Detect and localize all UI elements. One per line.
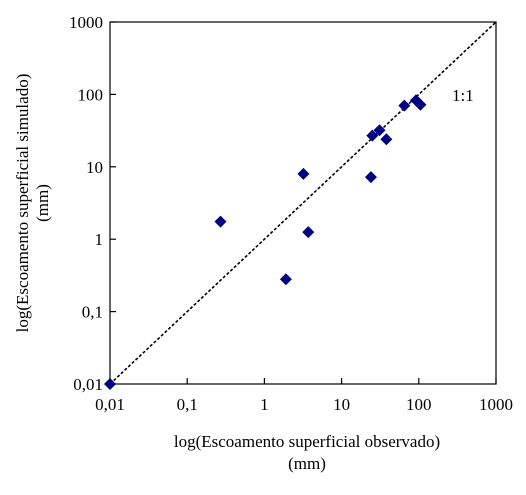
y-axis-unit: (mm) [33,184,52,222]
data-point [414,98,427,111]
x-axis-ticks: 0,01 0,1 1 10 100 1000 [95,378,513,414]
data-point [380,133,393,146]
x-axis-unit: (mm) [288,454,326,473]
y-tick-label: 0,01 [73,375,103,394]
y-tick-label: 100 [78,85,104,104]
data-point [398,99,411,112]
x-tick-label: 1000 [479,395,513,414]
y-axis-title: log(Escoamento superficial simulado) [13,74,32,333]
x-tick-label: 10 [333,395,350,414]
x-axis-title: log(Escoamento superficial observado) [174,432,440,451]
y-tick-label: 1000 [69,13,103,32]
x-tick-label: 100 [406,395,432,414]
data-point [366,129,379,142]
data-points [104,94,427,390]
x-tick-label: 0,01 [95,395,125,414]
data-point [279,273,292,286]
y-axis-ticks: 0,01 0,1 1 10 100 1000 [69,13,116,394]
data-point [364,171,377,184]
data-point [214,215,227,228]
reference-line-1-1 [109,21,497,385]
data-point [373,124,386,137]
data-point [297,167,310,180]
y-tick-label: 10 [86,158,103,177]
y-tick-label: 1 [95,230,104,249]
x-tick-label: 1 [260,395,269,414]
y-tick-label: 0,1 [82,303,103,322]
reference-line-label: 1:1 [452,86,474,105]
data-point [302,226,315,239]
x-tick-label: 0,1 [177,395,198,414]
data-point [104,378,116,390]
